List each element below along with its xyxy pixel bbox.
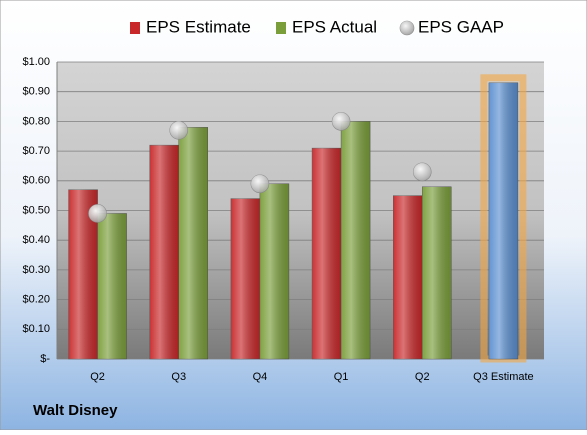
y-tick-label: $0.90 bbox=[22, 86, 50, 98]
bar-shine bbox=[149, 145, 179, 359]
gaap-shine bbox=[413, 162, 432, 181]
gaap-shine bbox=[88, 204, 107, 223]
y-tick-label: $0.20 bbox=[22, 294, 50, 306]
bar-shine bbox=[312, 148, 342, 359]
y-tick-label: $0.50 bbox=[22, 204, 50, 216]
gaap-shine bbox=[332, 112, 351, 131]
y-tick-label: $- bbox=[40, 353, 50, 365]
y-tick-label: $0.40 bbox=[22, 234, 50, 246]
y-tick-label: $0.80 bbox=[22, 115, 50, 127]
chart-title: Walt Disney bbox=[33, 402, 118, 419]
y-tick-label: $0.30 bbox=[22, 264, 50, 276]
gaap-shine bbox=[169, 121, 188, 140]
legend-shine bbox=[400, 21, 414, 35]
x-tick-label: Q3 Estimate bbox=[473, 371, 534, 383]
legend-marker bbox=[276, 22, 286, 34]
bar-shine bbox=[488, 82, 518, 359]
bar-shine bbox=[97, 213, 127, 359]
y-tick-label: $0.70 bbox=[22, 145, 50, 157]
x-tick-label: Q2 bbox=[415, 371, 430, 383]
legend-marker bbox=[130, 22, 140, 34]
bar-shine bbox=[393, 195, 423, 359]
bar-shine bbox=[341, 121, 371, 360]
bar-shine bbox=[422, 186, 452, 359]
x-tick-label: Q1 bbox=[334, 371, 349, 383]
legend-label: EPS Estimate bbox=[146, 17, 251, 36]
y-tick-label: $1.00 bbox=[22, 56, 50, 68]
x-tick-label: Q2 bbox=[90, 371, 105, 383]
bar-shine bbox=[230, 198, 260, 359]
bar-shine bbox=[259, 183, 289, 359]
y-tick-label: $0.10 bbox=[22, 323, 50, 335]
legend-label: EPS Actual bbox=[292, 17, 377, 36]
gaap-shine bbox=[250, 174, 269, 193]
x-tick-label: Q4 bbox=[253, 371, 268, 383]
bar-shine bbox=[178, 127, 208, 359]
x-tick-label: Q3 bbox=[171, 371, 186, 383]
y-tick-label: $0.60 bbox=[22, 175, 50, 187]
legend-label: EPS GAAP bbox=[418, 17, 504, 36]
